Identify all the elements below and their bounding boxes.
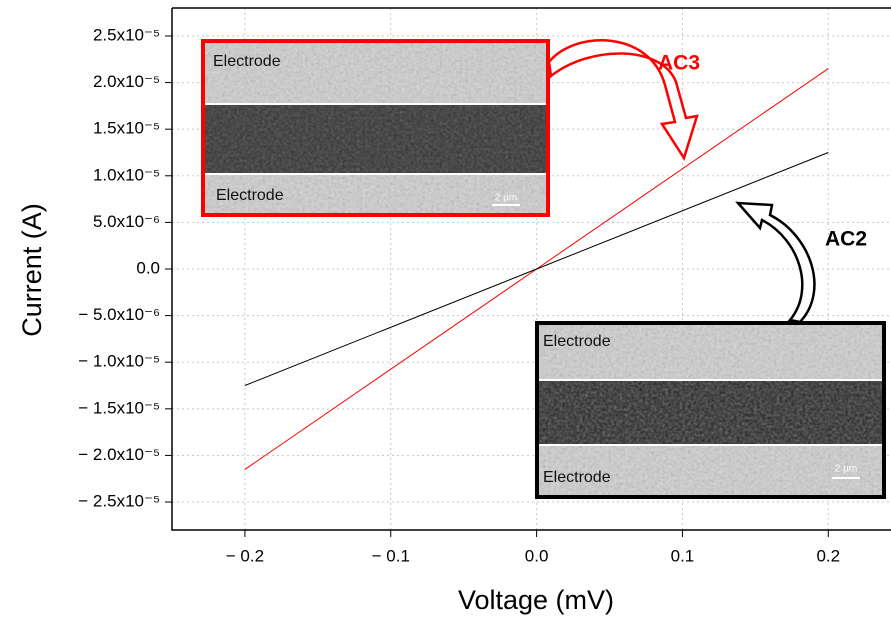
x-tick-label: 0.1 [671, 546, 695, 565]
y-tick-label: 1.0x10⁻⁵ [93, 165, 160, 184]
series-annotation: AC2 [825, 228, 867, 251]
inset-label: Electrode [213, 53, 281, 70]
scale-bar-label: 2 µm [495, 193, 517, 204]
inset-label: Electrode [543, 333, 611, 350]
series-annotation: AC3 [658, 52, 700, 75]
y-tick-label: 5.0x10⁻⁶ [93, 212, 160, 231]
x-tick-label: − 0.2 [226, 546, 264, 565]
y-tick-label: 2.5x10⁻⁵ [93, 25, 160, 44]
scale-bar-label: 2 µm [835, 464, 857, 475]
y-tick-label: − 1.5x10⁻⁵ [78, 398, 160, 417]
y-tick-label: 1.5x10⁻⁵ [93, 119, 160, 138]
inset-image: Electrode Electrode 2 µm [201, 39, 550, 217]
arrow [735, 201, 816, 324]
inset-image: Electrode Electrode 2 µm [535, 321, 886, 499]
y-tick-label: − 5.0x10⁻⁶ [78, 305, 160, 324]
inset-label: Electrode [216, 187, 284, 204]
y-tick-label: 0.0 [136, 258, 160, 277]
axis [171, 8, 891, 531]
arrow [547, 39, 699, 161]
y-tick-label: − 2.0x10⁻⁵ [78, 445, 160, 464]
line-series [244, 152, 829, 386]
y-tick-label: − 2.5x10⁻⁵ [78, 492, 160, 511]
y-axis-label: Current (A) [17, 203, 47, 337]
x-axis-label: Voltage (mV) [458, 585, 614, 615]
x-tick-label: 0.0 [525, 546, 549, 565]
x-tick-label: − 0.1 [372, 546, 410, 565]
x-tick-label: 0.2 [816, 546, 840, 565]
y-tick-label: − 1.0x10⁻⁵ [78, 352, 160, 371]
inset-label: Electrode [543, 469, 611, 486]
y-tick-label: 2.0x10⁻⁵ [93, 72, 160, 91]
